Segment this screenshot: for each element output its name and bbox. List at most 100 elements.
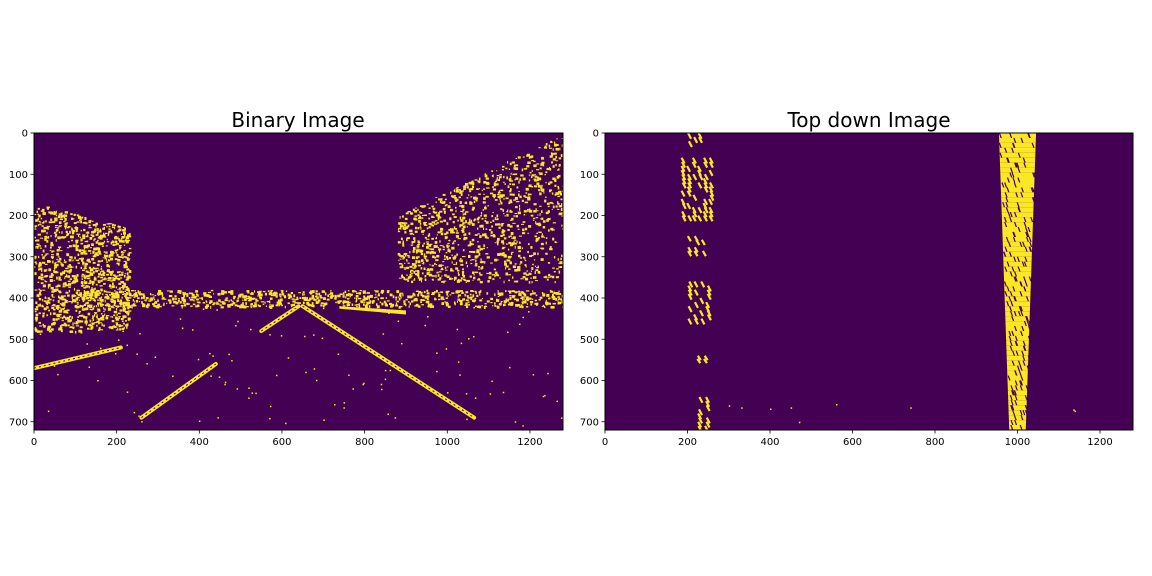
edge-pixel [93, 288, 95, 291]
edge-pixel [94, 298, 96, 301]
edge-pixel [71, 218, 75, 220]
edge-pixel [456, 279, 460, 283]
edge-pixel [86, 247, 89, 249]
edge-pixel [540, 242, 544, 246]
edge-pixel [126, 326, 128, 329]
edge-pixel [561, 294, 563, 298]
edge-pixel [34, 225, 37, 228]
edge-pixel [103, 236, 107, 238]
edge-pixel [411, 241, 415, 243]
edge-pixel [500, 234, 503, 237]
edge-pixel [217, 292, 221, 296]
edge-pixel [97, 304, 99, 307]
edge-pixel [545, 171, 548, 174]
edge-pixel [419, 215, 422, 219]
edge-pixel [41, 208, 45, 212]
edge-pixel [405, 299, 408, 301]
edge-pixel [141, 293, 145, 296]
y-tick-label: 0 [22, 129, 28, 140]
edge-pixel [508, 168, 511, 171]
left-lane-segment [687, 250, 693, 257]
edge-pixel [500, 208, 503, 211]
left-lane-line-far [259, 304, 301, 333]
edge-pixel [254, 303, 257, 307]
edge-pixel [124, 284, 126, 287]
edge-pixel [546, 167, 550, 171]
edge-pixel [117, 300, 120, 303]
edge-pixel [56, 258, 59, 260]
edge-pixel [90, 234, 93, 236]
edge-pixel [81, 274, 83, 278]
edge-pixel [289, 295, 293, 298]
edge-pixel [503, 300, 507, 303]
right-lane-streak [1028, 276, 1033, 284]
edge-pixel [439, 220, 443, 223]
edge-pixel [531, 281, 533, 284]
left-lane-segment [703, 161, 709, 169]
edge-pixel [418, 219, 421, 223]
edge-pixel [484, 233, 487, 237]
edge-pixel [558, 212, 562, 216]
edge-pixel [81, 269, 85, 272]
edge-pixel [115, 242, 119, 245]
edge-pixel [509, 295, 512, 297]
edge-pixel [405, 259, 407, 261]
edge-pixel [44, 235, 48, 238]
edge-pixel [510, 255, 512, 258]
edge-pixel [427, 316, 429, 318]
edge-pixel [496, 306, 500, 309]
edge-pixel [401, 264, 404, 268]
edge-pixel [557, 202, 560, 205]
edge-pixel [536, 266, 539, 269]
edge-pixel [497, 295, 500, 298]
edge-pixel [115, 295, 117, 298]
edge-pixel [101, 259, 104, 262]
edge-pixel [180, 304, 184, 307]
edge-pixel [535, 217, 539, 219]
edge-pixel [509, 178, 512, 180]
edge-pixel [37, 281, 40, 283]
edge-pixel [91, 257, 95, 261]
edge-pixel [38, 293, 42, 295]
edge-pixel [412, 292, 415, 296]
edge-pixel [85, 235, 89, 238]
stray-pixel [798, 421, 801, 424]
edge-pixel [197, 358, 200, 361]
edge-pixel [55, 214, 58, 217]
x-axis: 0 200 400 600 800 1000 1200 [31, 430, 543, 448]
edge-pixel [59, 307, 61, 309]
edge-pixel [549, 201, 553, 204]
edge-pixel [39, 325, 43, 327]
edge-pixel [125, 298, 128, 301]
edge-pixel [118, 316, 121, 318]
edge-pixel [114, 290, 116, 292]
left-lane-segment [703, 198, 709, 206]
edge-pixel [55, 238, 57, 242]
edge-pixel [458, 274, 460, 276]
edge-pixel [468, 338, 470, 340]
edge-pixel [40, 276, 44, 279]
edge-pixel [265, 305, 267, 307]
left-lane-segment [703, 181, 709, 189]
edge-pixel [424, 224, 428, 226]
edge-pixel [237, 320, 239, 323]
edge-pixel [79, 215, 81, 219]
edge-pixel [92, 322, 95, 325]
edge-pixel [532, 276, 537, 279]
edge-pixel [422, 244, 424, 247]
edge-pixel [81, 314, 84, 317]
chart-title: Top down Image [786, 108, 950, 132]
edge-pixel [94, 291, 98, 295]
edge-pixel [52, 312, 56, 315]
edge-pixel [502, 165, 505, 168]
edge-pixel [433, 256, 437, 259]
edge-pixel [247, 295, 250, 298]
edge-pixel [486, 187, 490, 189]
edge-pixel [443, 280, 447, 282]
edge-pixel [473, 273, 475, 276]
edge-pixel [561, 417, 563, 419]
right-lane-band [999, 157, 1036, 163]
edge-pixel [354, 304, 357, 306]
edge-pixel [381, 302, 384, 306]
edge-pixel [467, 244, 471, 247]
